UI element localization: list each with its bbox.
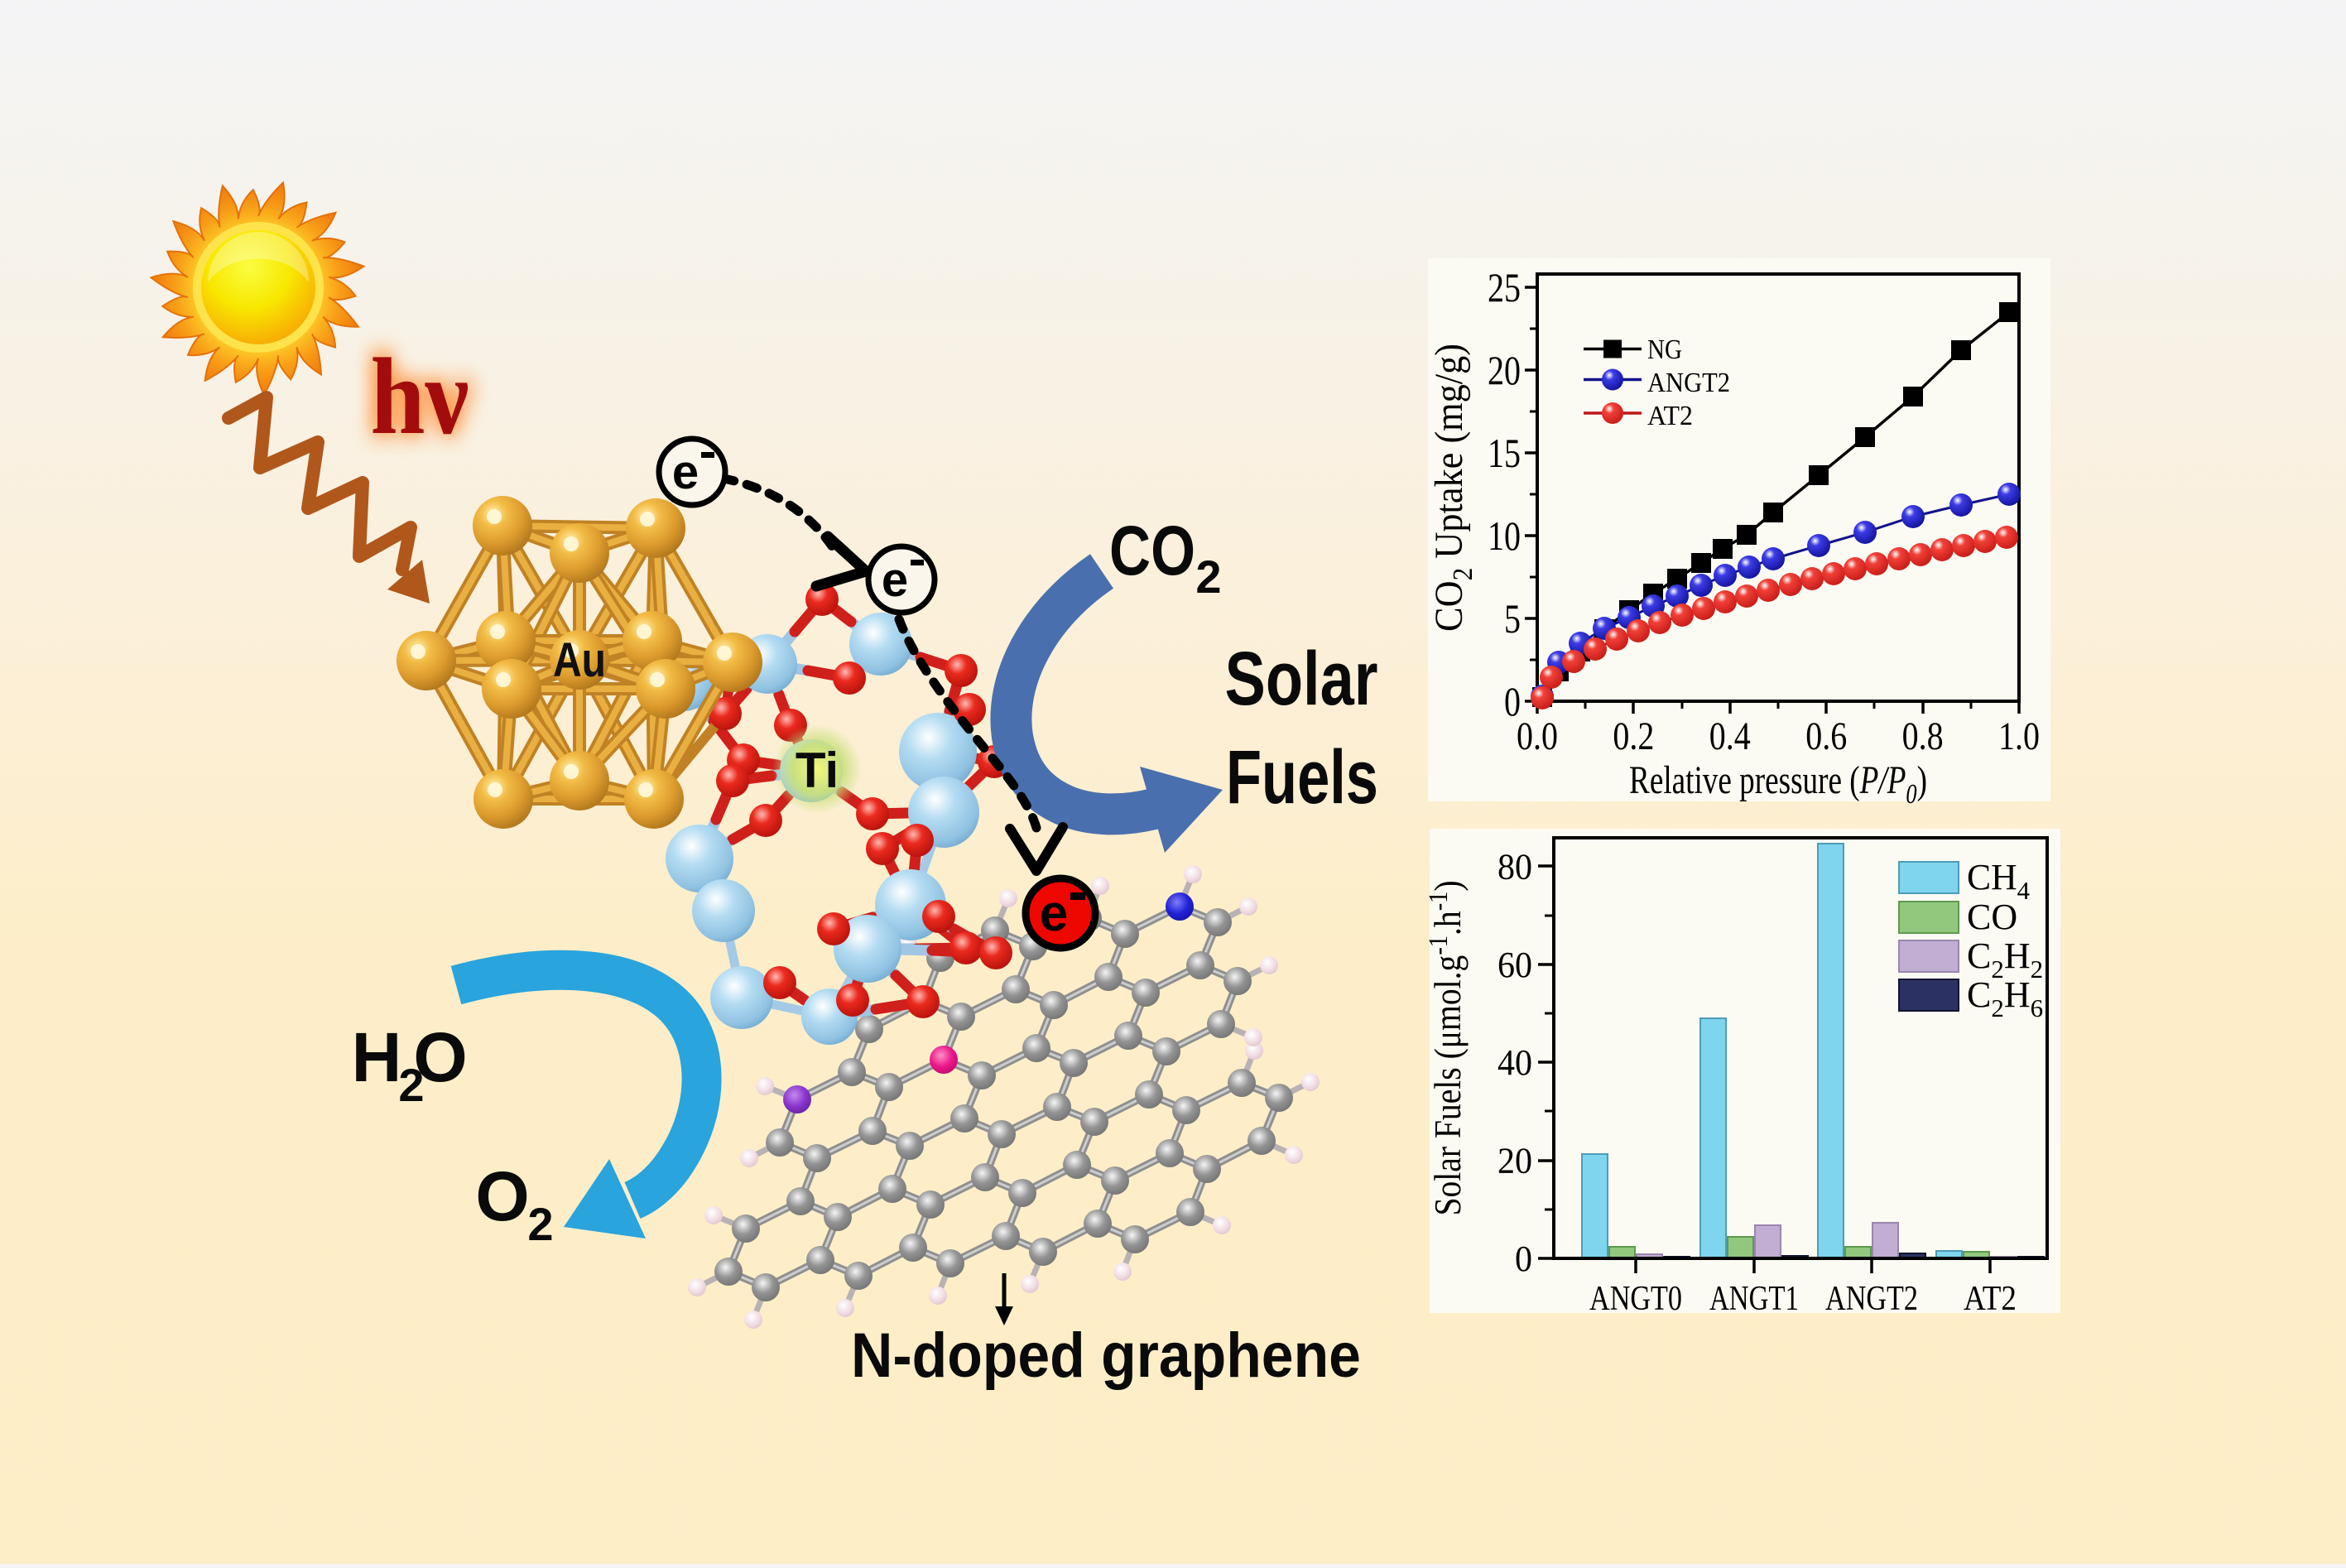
svg-text:e: e (882, 553, 908, 607)
svg-text:25: 25 (1488, 265, 1521, 310)
svg-text:e: e (1040, 885, 1068, 942)
svg-text:0.2: 0.2 (1613, 714, 1654, 758)
svg-text:60: 60 (1497, 945, 1532, 985)
svg-text:AT2: AT2 (1964, 1279, 2017, 1318)
svg-text:15: 15 (1488, 430, 1521, 476)
svg-text:Fuels: Fuels (1226, 735, 1378, 820)
svg-text:5: 5 (1504, 596, 1521, 642)
svg-text:Ti: Ti (796, 743, 839, 798)
svg-text:CO2 Uptake (mg/g): CO2 Uptake (mg/g) (1426, 344, 1478, 632)
svg-text:hν: hν (370, 336, 469, 457)
svg-text:NG: NG (1647, 334, 1682, 365)
svg-text:2: 2 (1195, 551, 1221, 603)
svg-text:0: 0 (1504, 679, 1521, 724)
svg-text:hν: hν (368, 329, 472, 459)
svg-text:10: 10 (1488, 513, 1521, 559)
svg-text:0.6: 0.6 (1805, 714, 1847, 758)
svg-text:0.4: 0.4 (1709, 714, 1751, 758)
svg-text:CO: CO (1109, 512, 1195, 590)
svg-text:e: e (672, 445, 699, 499)
svg-text:O: O (475, 1157, 529, 1235)
svg-text:Relative pressure (P/P0): Relative pressure (P/P0) (1629, 759, 1927, 810)
svg-text:Au: Au (553, 634, 606, 687)
svg-text:N-doped graphene: N-doped graphene (851, 1320, 1361, 1390)
svg-text:20: 20 (1497, 1142, 1532, 1181)
svg-text:Solar Fuels (μmol.g-1.h-1): Solar Fuels (μmol.g-1.h-1) (1423, 880, 1469, 1215)
svg-text:0.8: 0.8 (1902, 714, 1944, 758)
svg-text:hν: hν (370, 336, 469, 457)
svg-text:C2H6: C2H6 (1967, 974, 2043, 1022)
svg-text:C2H2: C2H2 (1967, 936, 2043, 984)
svg-text:H: H (352, 1018, 402, 1096)
svg-text:2: 2 (527, 1198, 553, 1250)
svg-text:ANGT1: ANGT1 (1709, 1279, 1799, 1318)
svg-text:2: 2 (398, 1059, 424, 1111)
svg-text:ANGT0: ANGT0 (1589, 1280, 1682, 1318)
svg-text:1.0: 1.0 (1998, 714, 2040, 758)
svg-text:80: 80 (1497, 848, 1532, 887)
svg-text:0: 0 (1515, 1239, 1532, 1279)
svg-text:O: O (413, 1018, 467, 1096)
svg-text:0.0: 0.0 (1517, 714, 1558, 758)
svg-text:Solar: Solar (1225, 635, 1378, 721)
svg-text:AT2: AT2 (1647, 401, 1693, 431)
svg-text:CH4: CH4 (1967, 858, 2030, 905)
svg-text:ANGT2: ANGT2 (1647, 366, 1730, 397)
svg-text:CO: CO (1967, 897, 2017, 937)
svg-text:ANGT2: ANGT2 (1825, 1280, 1918, 1318)
svg-text:40: 40 (1497, 1043, 1532, 1083)
svg-text:20: 20 (1488, 348, 1521, 393)
